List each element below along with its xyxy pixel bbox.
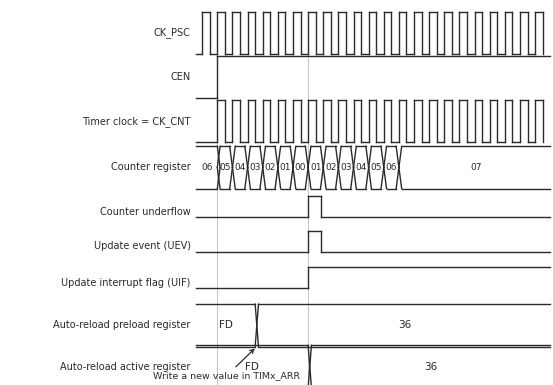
Text: Update interrupt flag (UIF): Update interrupt flag (UIF) (61, 278, 191, 288)
Text: 01: 01 (310, 163, 321, 172)
Text: 07: 07 (470, 163, 482, 172)
Text: 06: 06 (201, 163, 212, 172)
Text: FD: FD (246, 362, 259, 372)
Text: FD: FD (219, 320, 233, 330)
Text: Counter register: Counter register (111, 162, 191, 172)
Text: Counter underflow: Counter underflow (100, 207, 191, 217)
Text: Auto-reload preload register: Auto-reload preload register (54, 320, 191, 330)
Text: 00: 00 (295, 163, 306, 172)
Text: 05: 05 (219, 163, 231, 172)
Text: 05: 05 (371, 163, 382, 172)
Text: 02: 02 (264, 163, 276, 172)
Text: 01: 01 (280, 163, 291, 172)
Text: CEN: CEN (170, 72, 191, 82)
Text: CK_PSC: CK_PSC (154, 27, 191, 38)
Text: Timer clock = CK_CNT: Timer clock = CK_CNT (82, 116, 191, 127)
Text: 04: 04 (234, 163, 246, 172)
Text: Auto-reload active register: Auto-reload active register (60, 362, 191, 372)
Text: 04: 04 (356, 163, 367, 172)
Text: 03: 03 (340, 163, 352, 172)
Text: Update event (UEV): Update event (UEV) (94, 241, 191, 251)
Text: 36: 36 (398, 320, 411, 330)
Text: 02: 02 (325, 163, 337, 172)
Text: 06: 06 (385, 163, 397, 172)
Text: 03: 03 (249, 163, 261, 172)
Text: Write a new value in TIMx_ARR: Write a new value in TIMx_ARR (153, 350, 300, 380)
Text: 36: 36 (424, 362, 437, 372)
